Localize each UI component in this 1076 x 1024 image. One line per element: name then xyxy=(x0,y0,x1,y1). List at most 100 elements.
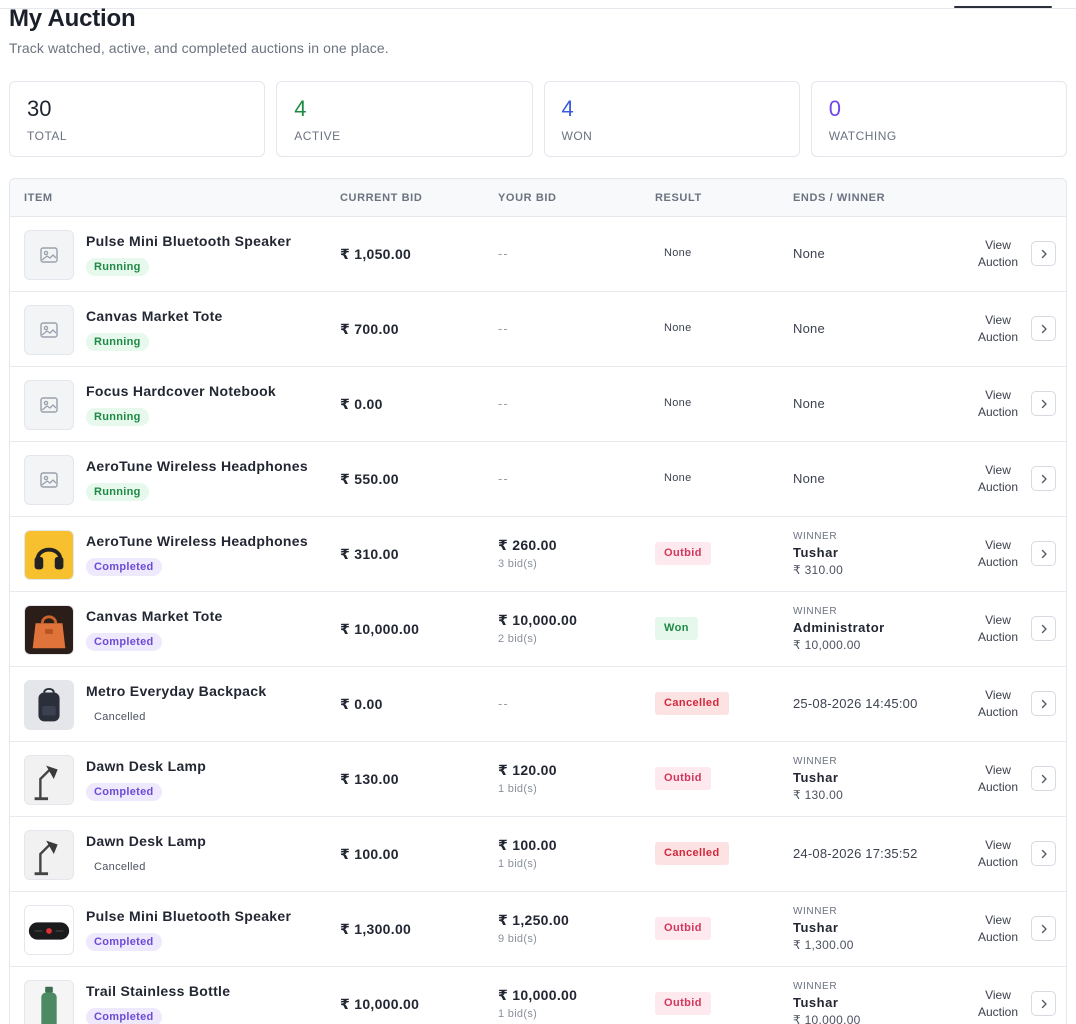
view-auction-link[interactable]: View Auction xyxy=(977,613,1019,644)
status-badge: Completed xyxy=(86,933,162,951)
item-thumbnail xyxy=(24,680,74,730)
ends-text: None xyxy=(793,396,825,411)
item-name: Metro Everyday Backpack xyxy=(86,683,267,699)
chevron-right-icon xyxy=(1041,849,1047,858)
view-auction-link[interactable]: View Auction xyxy=(977,913,1019,944)
result-text: None xyxy=(664,472,692,484)
item-thumbnail xyxy=(24,905,74,955)
column-header-your-bid: YOUR BID xyxy=(498,192,557,204)
stat-value: 4 xyxy=(561,96,574,121)
status-badge: Completed xyxy=(86,558,162,576)
open-auction-button[interactable] xyxy=(1031,466,1056,491)
table-row: Pulse Mini Bluetooth Speaker Completed ₹ 1… xyxy=(10,892,1066,967)
item-name: Canvas Market Tote xyxy=(86,308,223,324)
item-name: Pulse Mini Bluetooth Speaker xyxy=(86,233,292,249)
your-bid: ₹ 1,250.00 xyxy=(498,912,570,928)
table-row: Focus Hardcover Notebook Running ₹ 0.00 -- N… xyxy=(10,367,1066,442)
result-text: None xyxy=(664,397,692,409)
item-name: Focus Hardcover Notebook xyxy=(86,383,277,399)
ends-text: None xyxy=(793,321,825,336)
result-badge: Cancelled xyxy=(655,692,729,715)
item-name: Pulse Mini Bluetooth Speaker xyxy=(86,908,292,924)
open-auction-button[interactable] xyxy=(1031,841,1056,866)
stat-label: ACTIVE xyxy=(294,129,341,143)
bid-count: 2 bid(s) xyxy=(498,633,538,645)
item-name: Canvas Market Tote xyxy=(86,608,223,624)
open-auction-button[interactable] xyxy=(1031,766,1056,791)
open-auction-button[interactable] xyxy=(1031,541,1056,566)
result-badge: Cancelled xyxy=(655,842,729,865)
view-auction-link[interactable]: View Auction xyxy=(977,838,1019,869)
view-auction-link[interactable]: View Auction xyxy=(977,688,1019,719)
auctions-table: ITEM CURRENT BID YOUR BID RESULT ENDS / … xyxy=(9,178,1067,1024)
item-name: AeroTune Wireless Headphones xyxy=(86,458,308,474)
open-auction-button[interactable] xyxy=(1031,691,1056,716)
view-auction-link[interactable]: View Auction xyxy=(977,463,1019,494)
winner-label: WINNER xyxy=(793,906,838,917)
current-bid: ₹ 550.00 xyxy=(340,471,399,487)
bid-count: 1 bid(s) xyxy=(498,783,538,795)
item-thumbnail xyxy=(24,605,74,655)
winner-price: ₹ 10,000.00 xyxy=(793,1013,861,1024)
table-header: ITEM CURRENT BID YOUR BID RESULT ENDS / … xyxy=(10,179,1066,217)
current-bid: ₹ 10,000.00 xyxy=(340,996,420,1012)
view-auction-link[interactable]: View Auction xyxy=(977,388,1019,419)
chevron-right-icon xyxy=(1041,924,1047,933)
table-row: AeroTune Wireless Headphones Completed ₹ 3… xyxy=(10,517,1066,592)
winner-name: Administrator xyxy=(793,620,885,635)
your-bid: ₹ 260.00 xyxy=(498,537,557,553)
open-auction-button[interactable] xyxy=(1031,916,1056,941)
view-auction-link[interactable]: View Auction xyxy=(977,238,1019,269)
table-row: Pulse Mini Bluetooth Speaker Running ₹ 1,0… xyxy=(10,217,1066,292)
result-badge: Won xyxy=(655,617,698,640)
open-auction-button[interactable] xyxy=(1031,241,1056,266)
ends-text: None xyxy=(793,246,825,261)
result-badge: Outbid xyxy=(655,992,711,1015)
open-auction-button[interactable] xyxy=(1031,616,1056,641)
column-header-item: ITEM xyxy=(24,192,53,204)
table-row: Metro Everyday Backpack Cancelled ₹ 0.00 --… xyxy=(10,667,1066,742)
table-row: Canvas Market Tote Completed ₹ 10,000.00 ₹ … xyxy=(10,592,1066,667)
stat-label: WON xyxy=(561,129,593,143)
open-auction-button[interactable] xyxy=(1031,316,1056,341)
your-bid: ₹ 10,000.00 xyxy=(498,612,578,628)
chevron-right-icon xyxy=(1041,999,1047,1008)
status-badge: Completed xyxy=(86,633,162,651)
winner-price: ₹ 1,300.00 xyxy=(793,938,854,952)
stat-label: WATCHING xyxy=(828,129,897,143)
view-auction-link[interactable]: View Auction xyxy=(977,538,1019,569)
status-badge: Cancelled xyxy=(94,861,146,873)
bid-count: 1 bid(s) xyxy=(498,858,538,870)
status-badge: Completed xyxy=(86,1008,162,1024)
header-divider xyxy=(0,8,1076,9)
open-auction-button[interactable] xyxy=(1031,991,1056,1016)
table-body: Pulse Mini Bluetooth Speaker Running ₹ 1,0… xyxy=(10,217,1066,1024)
bid-count: 1 bid(s) xyxy=(498,1008,538,1020)
status-badge: Cancelled xyxy=(94,711,146,723)
item-thumbnail xyxy=(24,980,74,1024)
your-bid: -- xyxy=(498,696,509,711)
winner-name: Tushar xyxy=(793,545,839,560)
result-badge: Outbid xyxy=(655,542,711,565)
table-row: Dawn Desk Lamp Cancelled ₹ 100.00 ₹ 100.00 1… xyxy=(10,817,1066,892)
chevron-right-icon xyxy=(1041,549,1047,558)
page-title: My Auction xyxy=(9,5,136,32)
view-auction-link[interactable]: View Auction xyxy=(977,988,1019,1019)
view-auction-link[interactable]: View Auction xyxy=(977,763,1019,794)
image-placeholder-icon xyxy=(24,380,74,430)
result-badge: Outbid xyxy=(655,767,711,790)
table-row: Dawn Desk Lamp Completed ₹ 130.00 ₹ 120.00 1… xyxy=(10,742,1066,817)
stats-bar: 30 TOTAL 4 ACTIVE 4 WON 0 WATCHING xyxy=(9,81,1067,157)
open-auction-button[interactable] xyxy=(1031,391,1056,416)
chevron-right-icon xyxy=(1041,399,1047,408)
item-name: AeroTune Wireless Headphones xyxy=(86,533,308,549)
view-auction-link[interactable]: View Auction xyxy=(977,313,1019,344)
your-bid: -- xyxy=(498,471,509,486)
stat-card-total: 30 TOTAL xyxy=(9,81,266,157)
result-badge: Outbid xyxy=(655,917,711,940)
item-thumbnail xyxy=(24,830,74,880)
chevron-right-icon xyxy=(1041,249,1047,258)
stat-card-watching: 0 WATCHING xyxy=(810,81,1067,157)
item-name: Trail Stainless Bottle xyxy=(86,983,231,999)
image-placeholder-icon xyxy=(24,230,74,280)
